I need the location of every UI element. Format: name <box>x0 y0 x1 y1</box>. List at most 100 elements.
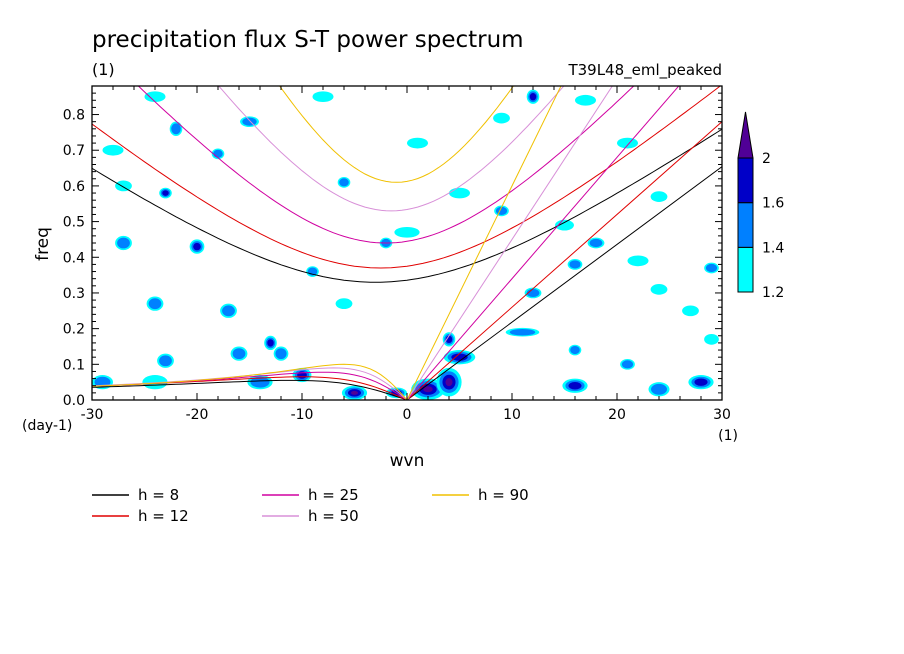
contour-level-1 <box>275 348 287 360</box>
contour-level-0 <box>617 137 638 149</box>
contour-blob-52 <box>312 91 334 103</box>
contour-blob-22 <box>273 346 289 361</box>
contour-level-1 <box>148 298 162 310</box>
contour-level-2 <box>568 382 582 390</box>
contour-blob-53 <box>650 191 668 202</box>
contour-level-2 <box>529 92 537 101</box>
contour-level-0 <box>555 219 574 231</box>
legend: h = 8 h = 12 h = 25 h = 50 h = 90 <box>92 486 529 525</box>
contour-blob-14 <box>189 239 205 254</box>
contour-level-0 <box>650 284 668 295</box>
contour-blob-35 <box>704 262 719 274</box>
contour-level-1 <box>570 345 580 355</box>
legend-entry-h50: h = 50 <box>262 507 359 525</box>
legend-entry-h90: h = 90 <box>432 486 529 504</box>
contour-level-0 <box>449 187 470 199</box>
contour-blob-42 <box>648 382 670 397</box>
kelvin-wave-line <box>406 86 562 400</box>
contour-blob-29 <box>575 94 596 106</box>
contour-level-1 <box>250 376 270 388</box>
contour-blob-24 <box>394 226 420 238</box>
contour-blob-18 <box>169 121 183 136</box>
contour-level-0 <box>493 112 510 124</box>
legend-entry-h25: h = 25 <box>262 486 359 504</box>
dispersion-curve-h50 <box>92 86 613 400</box>
rossby-wave-curve <box>92 363 408 400</box>
legend-label: h = 12 <box>138 507 189 525</box>
contour-blob-28 <box>526 89 540 104</box>
x-tick-label: -10 <box>291 407 314 423</box>
colorbar-extend-triangle <box>737 111 754 159</box>
dispersion-curve-h25 <box>92 86 680 400</box>
dispersion-curve-layer <box>92 86 722 400</box>
contour-level-1 <box>569 260 581 269</box>
colorbar-segment <box>737 246 754 293</box>
contour-blob-2 <box>411 378 445 400</box>
contour-blob-13 <box>146 296 164 311</box>
colorbar-label: 1.2 <box>762 285 784 301</box>
y-tick-label: 0.0 <box>63 393 85 409</box>
colorbar: 1.2 1.4 1.6 2 <box>737 111 784 301</box>
contour-level-3 <box>423 386 433 393</box>
contour-level-0 <box>312 91 334 103</box>
x-units-label: (1) <box>718 428 738 444</box>
contour-blob-11 <box>157 353 174 368</box>
legend-label: h = 90 <box>478 486 529 504</box>
x-axis-label: wvn <box>390 451 425 471</box>
contour-blob-3 <box>436 367 462 397</box>
y-tick-label: 0.5 <box>63 215 85 231</box>
y-tick-label: 0.6 <box>63 179 85 195</box>
contour-level-1 <box>651 383 667 395</box>
y-tick-label: 0.2 <box>63 322 85 338</box>
contour-blob-41 <box>562 378 588 393</box>
x-tick-label: 0 <box>403 407 412 423</box>
colorbar-label: 1.6 <box>762 196 784 212</box>
contour-level-0 <box>144 91 166 103</box>
plot-frame <box>91 85 723 401</box>
contour-level-1 <box>222 305 235 317</box>
contour-level-1 <box>213 149 223 158</box>
contour-blob-16 <box>159 187 172 199</box>
contour-blob-31 <box>555 219 574 231</box>
contour-level-0 <box>575 94 596 106</box>
legend-label: h = 8 <box>138 486 179 504</box>
contour-level-2 <box>193 242 201 251</box>
kelvin-wave-line <box>406 166 722 400</box>
contour-blob-12 <box>220 303 237 318</box>
gravity-wave-curve <box>218 86 565 212</box>
contour-blob-0 <box>341 385 368 400</box>
contour-level-0 <box>682 305 699 317</box>
contour-level-1 <box>705 263 718 273</box>
contour-blob-48 <box>335 298 353 310</box>
axis-ticks: -30 -20 -10 0 10 20 30 0.0 0.1 0.2 0.3 0.4 0.5 0.6 0.7… <box>63 86 731 423</box>
y-tick-label: 0.8 <box>63 108 85 124</box>
x-tick-label: 30 <box>713 407 731 423</box>
contour-blob-21 <box>102 144 124 156</box>
contour-level-1 <box>117 237 130 249</box>
gravity-wave-curve <box>92 86 722 269</box>
contour-blob-19 <box>240 116 259 128</box>
kelvin-wave-line <box>406 86 613 400</box>
contour-blob-37 <box>524 287 542 299</box>
gravity-wave-curve <box>137 86 635 244</box>
contour-level-1 <box>621 360 634 369</box>
contour-level-0 <box>704 333 719 345</box>
contour-level-1 <box>589 238 603 248</box>
kelvin-wave-line <box>406 121 722 400</box>
contour-blob-6 <box>505 327 540 337</box>
contour-level-2 <box>694 378 708 386</box>
y-tick-label: 0.4 <box>63 250 85 266</box>
contour-blob-39 <box>568 344 582 356</box>
gravity-wave-curve <box>279 86 514 183</box>
contour-blob-15 <box>115 235 132 251</box>
contour-blob-38 <box>682 305 699 317</box>
contour-blob-5 <box>442 332 456 347</box>
x-tick-label: -20 <box>186 407 209 423</box>
contour-blob-26 <box>449 187 470 199</box>
dispersion-curve-h90 <box>92 86 562 400</box>
contour-blob-40 <box>620 358 635 370</box>
contour-level-2 <box>162 190 169 196</box>
legend-entry-h12: h = 12 <box>92 507 189 525</box>
experiment-label: T39L48_eml_peaked <box>567 61 722 80</box>
